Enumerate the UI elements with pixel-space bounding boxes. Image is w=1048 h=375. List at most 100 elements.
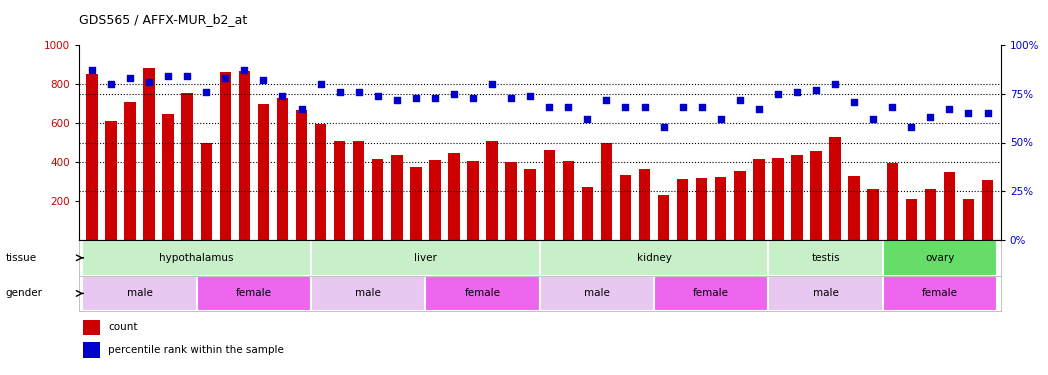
Point (598, 97, 615, 103)
Bar (181, 93, 193, 240)
Bar (582, 188, 593, 240)
Bar (83, 320, 100, 335)
Text: testis: testis (811, 253, 839, 263)
Point (883, 104, 900, 110)
Bar (887, 163, 898, 240)
Bar (943, 172, 955, 240)
Point (464, 94, 481, 100)
Bar (849, 176, 859, 240)
Bar (829, 136, 840, 240)
Bar (83, 276, 197, 311)
Bar (619, 175, 631, 240)
Text: gender: gender (5, 288, 42, 298)
Bar (125, 102, 136, 240)
Bar (83, 240, 311, 276)
Point (408, 94, 424, 100)
Bar (524, 169, 536, 240)
Point (159, 73, 176, 79)
Bar (963, 199, 975, 240)
Text: male: male (584, 288, 610, 298)
Bar (200, 142, 212, 240)
Point (84, 68, 101, 74)
Point (217, 75, 234, 81)
Bar (83, 342, 100, 358)
Point (827, 81, 844, 87)
Text: tissue: tissue (5, 253, 37, 263)
Bar (810, 151, 822, 240)
Bar (162, 114, 174, 240)
Point (788, 89, 805, 95)
Text: male: male (127, 288, 153, 298)
Bar (144, 68, 155, 240)
Bar (563, 161, 574, 240)
Bar (677, 178, 689, 240)
Bar (654, 276, 768, 311)
Bar (715, 177, 726, 240)
Bar (258, 104, 269, 240)
Point (560, 104, 576, 110)
Bar (505, 162, 517, 240)
Point (369, 93, 386, 99)
Point (312, 81, 329, 87)
Point (522, 93, 539, 99)
Bar (982, 180, 994, 240)
Bar (540, 240, 768, 276)
Bar (430, 160, 440, 240)
Bar (754, 159, 765, 240)
Text: liver: liver (414, 253, 437, 263)
Point (694, 104, 711, 110)
Bar (86, 74, 97, 240)
Bar (334, 141, 346, 240)
Point (865, 116, 881, 122)
Point (198, 89, 215, 95)
Bar (239, 71, 250, 240)
Bar (639, 169, 650, 240)
Bar (768, 240, 882, 276)
Point (179, 73, 196, 79)
Point (578, 116, 595, 122)
Point (255, 77, 271, 83)
Text: percentile rank within the sample: percentile rank within the sample (108, 345, 284, 355)
Bar (924, 189, 936, 240)
Bar (486, 141, 498, 240)
Bar (658, 195, 670, 240)
Bar (882, 240, 997, 276)
Text: female: female (236, 288, 271, 298)
Bar (768, 276, 882, 311)
Bar (467, 161, 479, 240)
Point (427, 94, 443, 100)
Point (713, 116, 729, 122)
Text: kidney: kidney (636, 253, 672, 263)
Text: male: male (812, 288, 838, 298)
Text: female: female (922, 288, 958, 298)
Bar (410, 167, 421, 240)
Point (960, 110, 977, 116)
Text: ovary: ovary (925, 253, 955, 263)
Bar (105, 121, 116, 240)
Bar (220, 72, 231, 240)
Bar (734, 171, 745, 240)
Point (140, 79, 157, 85)
Bar (772, 158, 784, 240)
Point (122, 75, 138, 81)
Point (922, 114, 939, 120)
Bar (449, 153, 460, 240)
Text: female: female (693, 288, 729, 298)
Bar (791, 155, 803, 240)
Bar (905, 199, 917, 240)
Point (484, 81, 501, 87)
Point (979, 110, 996, 116)
Point (541, 104, 558, 110)
Point (732, 97, 748, 103)
Bar (601, 144, 612, 240)
Point (750, 106, 767, 112)
Point (846, 99, 863, 105)
Point (445, 91, 462, 97)
Point (275, 93, 291, 99)
Bar (311, 276, 425, 311)
Point (389, 97, 406, 103)
Bar (696, 178, 707, 240)
Point (655, 124, 672, 130)
Point (617, 104, 634, 110)
Bar (425, 276, 540, 311)
